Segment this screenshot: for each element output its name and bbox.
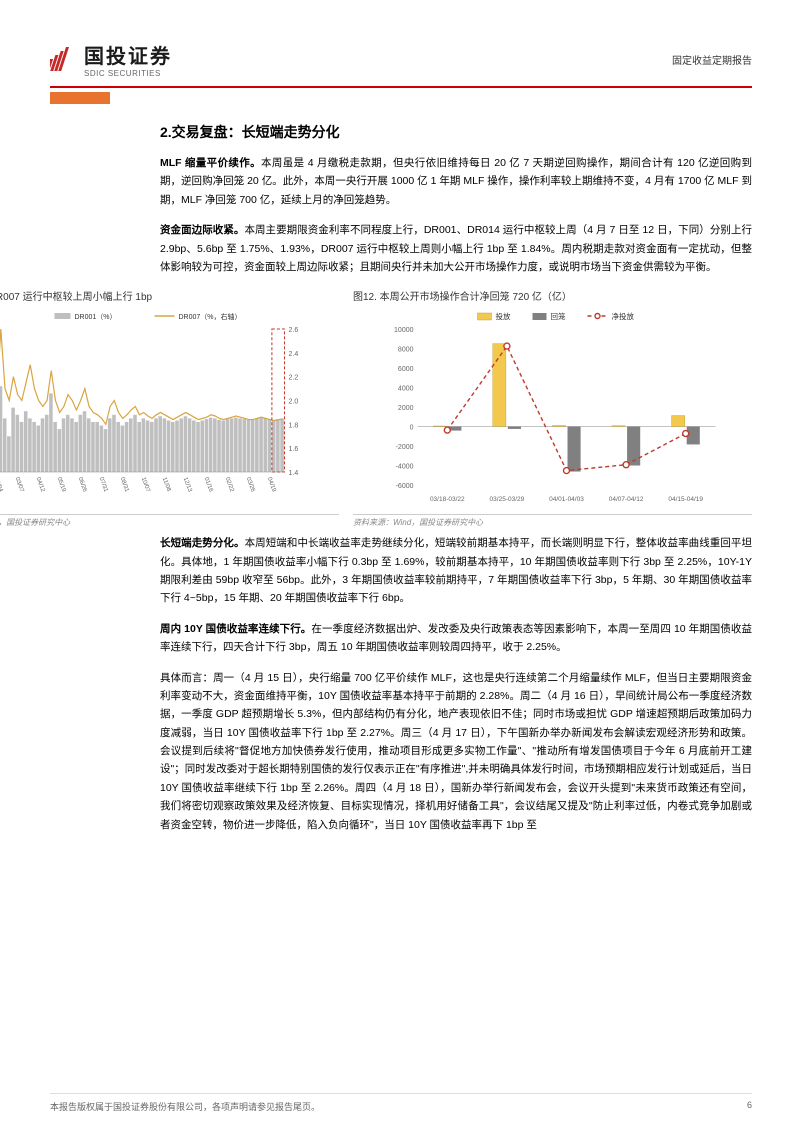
svg-text:04/19: 04/19 <box>266 477 277 494</box>
svg-text:10/07: 10/07 <box>140 477 151 494</box>
svg-text:1.4: 1.4 <box>289 470 299 477</box>
svg-text:07/31: 07/31 <box>98 477 109 494</box>
report-type-label: 固定收益定期报告 <box>672 52 752 67</box>
paragraph-4: 周内 10Y 国债收益率连续下行。在一季度经济数据出炉、发改委及央行政策表态等因… <box>160 620 752 657</box>
svg-text:04/07-04/12: 04/07-04/12 <box>609 496 644 503</box>
svg-text:04/12: 04/12 <box>35 477 46 494</box>
svg-text:-4000: -4000 <box>396 464 414 471</box>
chart-11-title: 图11. 本周 DR007 运行中枢较上周小幅上行 1bp <box>0 288 339 303</box>
svg-text:1.6: 1.6 <box>289 446 299 453</box>
svg-text:04/15-04/19: 04/15-04/19 <box>668 496 703 503</box>
svg-text:02/22: 02/22 <box>224 477 235 494</box>
svg-text:03/18-03/22: 03/18-03/22 <box>430 496 465 503</box>
svg-text:DR001（%）: DR001（%） <box>75 313 117 321</box>
p3-lead: 长短端走势分化。 <box>160 537 245 549</box>
svg-text:2.4: 2.4 <box>289 351 299 358</box>
svg-text:-2000: -2000 <box>396 444 414 451</box>
svg-text:0: 0 <box>410 425 414 432</box>
p1-lead: MLF 缩量平价续作。 <box>160 157 261 169</box>
company-logo: 国投证券 SDIC SECURITIES <box>50 40 172 78</box>
logo-text-cn: 国投证券 <box>84 46 172 68</box>
page-footer: 本报告版权属于国投证券股份有限公司，各项声明请参见报告尾页。 6 <box>50 1093 752 1113</box>
svg-text:05/19: 05/19 <box>56 477 67 494</box>
svg-text:DR007（%，右轴）: DR007（%，右轴） <box>179 312 242 321</box>
chart-11-container: 图11. 本周 DR007 运行中枢较上周小幅上行 1bp 1.01.52.02… <box>0 288 339 528</box>
svg-text:03/25-03/29: 03/25-03/29 <box>490 496 525 503</box>
p3-body: 本周短端和中长端收益率走势继续分化，短端较前期基本持平，而长端则明显下行，整体收… <box>160 537 752 604</box>
svg-text:03/04: 03/04 <box>0 477 4 494</box>
svg-text:04/01-04/03: 04/01-04/03 <box>549 496 584 503</box>
paragraph-2: 资金面边际收紧。本周主要期限资金利率不同程度上行，DR001、DR014 运行中… <box>160 221 752 276</box>
svg-text:03/07: 03/07 <box>14 477 25 494</box>
paragraph-3: 长短端走势分化。本周短端和中长端收益率走势继续分化，短端较前期基本持平，而长端则… <box>160 534 752 608</box>
svg-text:2.2: 2.2 <box>289 375 299 382</box>
svg-text:2.0: 2.0 <box>289 399 299 406</box>
svg-text:8000: 8000 <box>398 347 414 354</box>
svg-text:03/26: 03/26 <box>245 477 256 494</box>
chart-11: 1.01.52.02.53.01.41.61.82.02.22.42.603/0… <box>0 307 339 507</box>
logo-icon <box>50 47 78 71</box>
page-number: 6 <box>747 1100 752 1113</box>
p2-lead: 资金面边际收紧。 <box>160 224 244 236</box>
p4-lead: 周内 10Y 国债收益率连续下行。 <box>160 623 311 635</box>
p5-body: 具体而言：周一（4 月 15 日），央行缩量 700 亿平价续作 MLF，这也是… <box>160 672 752 831</box>
svg-text:回笼: 回笼 <box>551 311 566 321</box>
chart-11-source: 资料来源：Wind，国投证券研究中心 <box>0 514 339 528</box>
charts-row: 图11. 本周 DR007 运行中枢较上周小幅上行 1bp 1.01.52.02… <box>0 288 752 528</box>
svg-text:06/26: 06/26 <box>77 477 88 494</box>
section-title: 2.交易复盘：长短端走势分化 <box>160 122 752 142</box>
svg-text:-6000: -6000 <box>396 483 414 490</box>
chart-12-container: 图12. 本周公开市场操作合计净回笼 720 亿（亿） -6000 -4000 -2… <box>353 288 752 528</box>
footer-copyright: 本报告版权属于国投证券股份有限公司，各项声明请参见报告尾页。 <box>50 1100 320 1113</box>
svg-text:01/16: 01/16 <box>203 477 214 494</box>
svg-text:4000: 4000 <box>398 386 414 393</box>
svg-text:08/31: 08/31 <box>119 477 130 494</box>
svg-text:6000: 6000 <box>398 366 414 373</box>
svg-text:10000: 10000 <box>394 327 414 334</box>
paragraph-1: MLF 缩量平价续作。本周虽是 4 月缴税走款期，但央行依旧维持每日 20 亿 … <box>160 154 752 209</box>
svg-text:1.8: 1.8 <box>289 423 299 430</box>
chart-12-title: 图12. 本周公开市场操作合计净回笼 720 亿（亿） <box>353 288 752 303</box>
page-header: 国投证券 SDIC SECURITIES 固定收益定期报告 <box>50 40 752 78</box>
chart-12-source: 资料来源：Wind，国投证券研究中心 <box>353 514 752 528</box>
svg-text:投放: 投放 <box>496 311 511 321</box>
p2-body: 本周主要期限资金利率不同程度上行，DR001、DR014 运行中枢较上周（4 月… <box>160 224 752 273</box>
paragraph-5: 具体而言：周一（4 月 15 日），央行缩量 700 亿平价续作 MLF，这也是… <box>160 669 752 834</box>
header-divider <box>50 86 752 88</box>
svg-text:2.6: 2.6 <box>289 327 299 334</box>
logo-text-en: SDIC SECURITIES <box>84 69 172 78</box>
svg-text:净投放: 净投放 <box>612 311 635 321</box>
section-marker <box>50 92 110 104</box>
chart-12: -6000 -4000 -2000 0 2000 4000 6000 8000 10000 03/… <box>353 307 752 507</box>
svg-text:2000: 2000 <box>398 405 414 412</box>
svg-text:11/08: 11/08 <box>161 477 172 493</box>
svg-text:12/13: 12/13 <box>182 477 193 494</box>
